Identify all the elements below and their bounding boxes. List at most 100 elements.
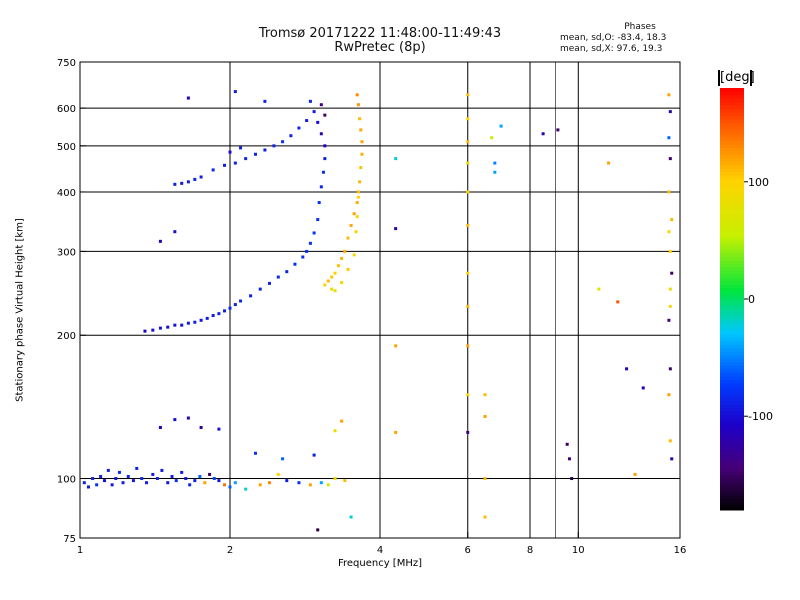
y-tick-label: 500 — [57, 142, 76, 153]
data-point — [135, 466, 139, 470]
colorbar-segment — [720, 242, 744, 247]
data-point — [483, 515, 487, 519]
colorbar-tick-label: 100 — [748, 176, 769, 189]
data-point — [360, 140, 364, 144]
data-point — [317, 201, 321, 205]
colorbar-segment — [720, 291, 744, 296]
data-point — [239, 299, 243, 303]
data-point — [285, 270, 289, 274]
colorbar-segment — [720, 450, 744, 455]
data-point — [180, 470, 184, 474]
data-point — [233, 161, 237, 165]
data-point — [346, 236, 350, 240]
data-point — [305, 119, 309, 123]
data-point — [217, 312, 221, 316]
colorbar-segment — [720, 189, 744, 194]
data-point — [106, 468, 110, 472]
colorbar-segment — [720, 390, 744, 395]
data-point — [466, 93, 470, 97]
colorbar-segment — [720, 418, 744, 423]
data-point — [293, 262, 297, 266]
colorbar-segment — [720, 186, 744, 191]
data-point — [466, 430, 470, 434]
data-point — [483, 477, 487, 481]
colorbar-segment — [720, 467, 744, 472]
data-point — [174, 479, 178, 483]
data-point — [228, 485, 232, 489]
data-point — [330, 275, 334, 279]
data-point — [466, 140, 470, 144]
colorbar-segment — [720, 109, 744, 114]
colorbar-segment — [720, 140, 744, 145]
data-point — [114, 477, 118, 481]
colorbar-segment — [720, 386, 744, 391]
colorbar-tick-label: -100 — [748, 410, 773, 423]
colorbar-segment — [720, 313, 744, 318]
data-point — [607, 161, 611, 165]
data-point — [466, 271, 470, 275]
data-point — [321, 170, 325, 174]
colorbar-segment — [720, 422, 744, 427]
colorbar-segment — [720, 492, 744, 497]
data-point — [143, 329, 147, 333]
data-point — [333, 477, 337, 481]
data-point — [323, 157, 327, 161]
data-point — [188, 483, 192, 487]
data-point — [394, 344, 398, 348]
data-point — [244, 487, 248, 491]
colorbar-segment — [720, 439, 744, 444]
y-tick-label: 200 — [57, 331, 76, 342]
data-point — [556, 128, 560, 132]
data-point — [466, 224, 470, 228]
data-point — [670, 218, 674, 222]
data-point — [308, 483, 312, 487]
data-point — [323, 283, 327, 287]
colorbar-segment — [720, 372, 744, 377]
colorbar-segment — [720, 154, 744, 159]
colorbar-segment — [720, 102, 744, 107]
data-point — [493, 170, 497, 174]
data-point — [358, 180, 362, 184]
y-tick-label: 300 — [57, 247, 76, 258]
colorbar-segment — [720, 400, 744, 405]
data-point — [186, 180, 190, 184]
data-point — [336, 264, 340, 268]
data-point — [249, 294, 253, 298]
colorbar-segment — [720, 228, 744, 233]
data-point — [145, 481, 149, 485]
x-tick-label: 1 — [77, 545, 83, 556]
stats-heading: Phases — [624, 22, 656, 32]
data-point — [667, 393, 671, 397]
colorbar-segment — [720, 126, 744, 131]
colorbar-segment — [720, 453, 744, 458]
data-point — [356, 190, 360, 194]
data-point — [305, 249, 309, 253]
colorbar-segment — [720, 408, 744, 413]
data-point — [340, 281, 344, 285]
stats-x-mode: mean, sd,X: 97.6, 19.3 — [560, 44, 663, 54]
data-point — [352, 253, 356, 257]
data-point — [466, 304, 470, 308]
data-point — [493, 161, 497, 165]
x-tick-label: 2 — [227, 545, 233, 556]
data-point — [319, 103, 323, 107]
data-point — [668, 110, 672, 114]
data-point — [281, 457, 285, 461]
colorbar-segment — [720, 443, 744, 448]
colorbar-segment — [720, 457, 744, 462]
data-point — [333, 289, 337, 293]
data-point — [199, 425, 203, 429]
data-point — [483, 414, 487, 418]
colorbar-segment — [720, 214, 744, 219]
data-point — [567, 457, 571, 461]
data-point — [667, 136, 671, 140]
data-point — [360, 152, 364, 156]
colorbar-segment — [720, 147, 744, 152]
colorbar-segment — [720, 379, 744, 384]
data-point — [541, 132, 545, 136]
data-point — [184, 477, 188, 481]
colorbar-segment — [720, 316, 744, 321]
colorbar: 100 0 -100 — [720, 88, 773, 511]
colorbar-segment — [720, 393, 744, 398]
